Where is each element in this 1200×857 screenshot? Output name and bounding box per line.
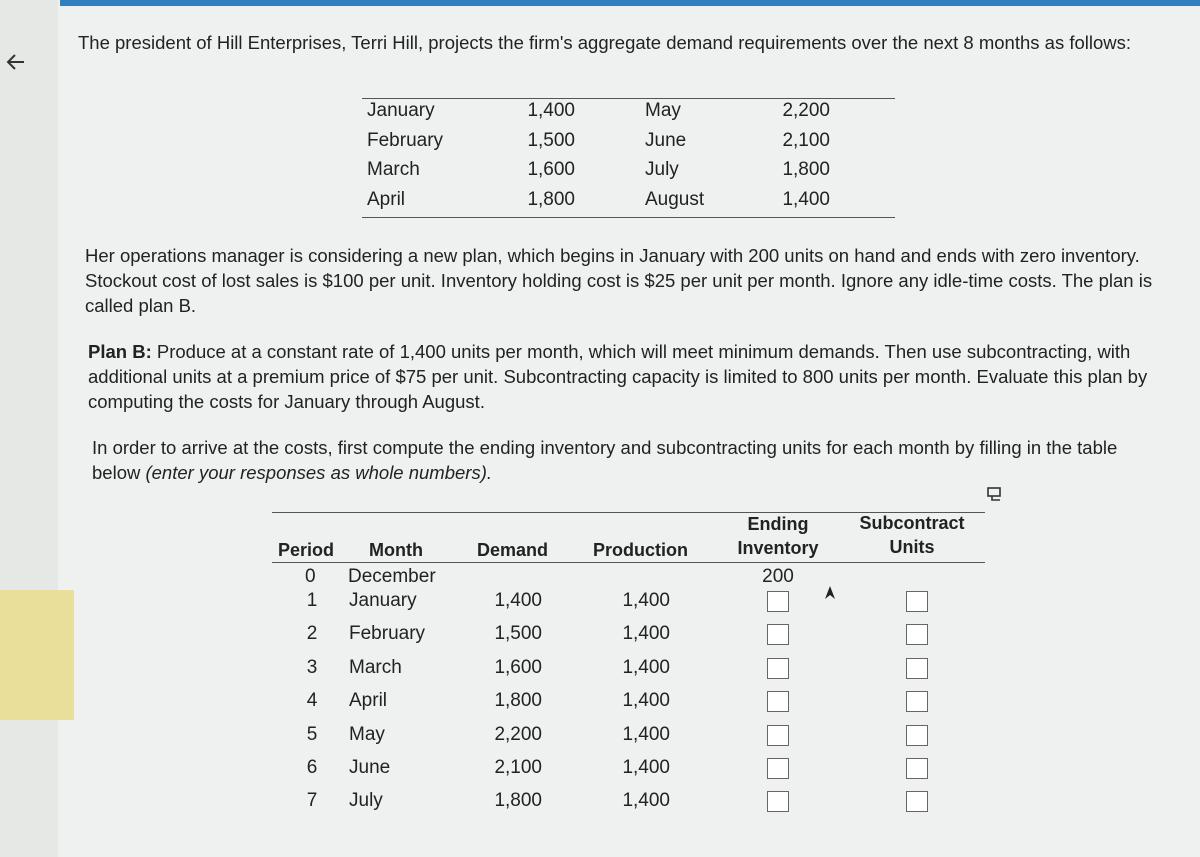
table-rule	[362, 98, 895, 99]
month: April	[349, 690, 388, 711]
month: July	[349, 790, 383, 811]
sidebar	[0, 0, 58, 857]
demand: 1,400	[782, 189, 830, 210]
subcontract-input[interactable]	[906, 624, 928, 645]
header-line: Ending	[747, 514, 809, 534]
month: May	[349, 724, 385, 745]
ending-inventory-input[interactable]	[767, 591, 789, 612]
expand-icon[interactable]	[986, 486, 1004, 502]
month: June	[645, 130, 687, 151]
production: 1,400	[622, 757, 670, 778]
demand: 1,800	[494, 690, 542, 711]
header: Period	[278, 540, 335, 560]
sidebar-highlight	[0, 590, 74, 720]
ending-inventory-input[interactable]	[767, 725, 789, 746]
month: March	[349, 657, 402, 678]
table-rule	[272, 512, 985, 513]
production: 1,400	[622, 623, 670, 644]
subcontract-input[interactable]	[906, 791, 928, 812]
month: February	[349, 623, 426, 644]
period: 5	[306, 724, 318, 745]
header-line: Inventory	[737, 538, 819, 558]
plan-b-text: Produce at a constant rate of 1,400 unit…	[88, 341, 1148, 412]
header: Demand	[477, 540, 549, 560]
demand: 2,200	[494, 724, 542, 745]
month: July	[645, 159, 679, 180]
cursor	[825, 586, 835, 599]
production: 1,400	[622, 690, 670, 711]
demand: 1,800	[527, 189, 575, 210]
demand: 1,800	[782, 159, 830, 180]
plan-b: Plan B: Produce at a constant rate of 1,…	[88, 339, 1148, 414]
header: Month	[369, 540, 423, 560]
instruction-note: (enter your responses as whole numbers).	[145, 462, 493, 483]
table-rule	[272, 562, 985, 563]
demand: 1,400	[527, 100, 575, 121]
period: 6	[306, 757, 318, 778]
ending-inventory-input[interactable]	[767, 691, 789, 712]
period: 3	[306, 657, 318, 678]
demand: 1,500	[527, 130, 575, 151]
demand: 1,600	[494, 657, 542, 678]
plan-b-label: Plan B:	[88, 341, 152, 362]
production: 1,400	[622, 724, 670, 745]
instruction: In order to arrive at the costs, first c…	[92, 435, 1162, 485]
period: 7	[306, 790, 318, 811]
header-line: Subcontract	[859, 513, 965, 533]
demand: 1,400	[494, 590, 542, 611]
demand: 2,200	[782, 100, 830, 121]
demand: 1,500	[494, 623, 542, 644]
instruction-text: In order to arrive at the costs, first c…	[92, 437, 1118, 483]
period: 0	[305, 566, 316, 587]
ending-inventory: 200	[762, 566, 794, 587]
subcontract-input[interactable]	[906, 591, 928, 612]
demand: 1,800	[494, 790, 542, 811]
ending-inventory-input[interactable]	[767, 658, 789, 679]
month: May	[645, 100, 681, 121]
month: January	[349, 590, 417, 611]
production: 1,400	[622, 657, 670, 678]
back-arrow[interactable]	[4, 50, 28, 74]
period: 4	[306, 690, 318, 711]
subcontract-input[interactable]	[906, 658, 928, 679]
month: February	[367, 130, 444, 151]
top-bar	[60, 0, 1200, 6]
month: January	[367, 100, 435, 121]
production: 1,400	[622, 590, 670, 611]
month: December	[348, 566, 436, 587]
ending-inventory-input[interactable]	[767, 791, 789, 812]
month: April	[367, 189, 406, 210]
subcontract-input[interactable]	[906, 758, 928, 779]
header: Ending Inventory	[728, 512, 828, 560]
month: June	[349, 757, 391, 778]
period: 1	[306, 590, 318, 611]
period: 2	[306, 623, 318, 644]
demand: 1,600	[527, 159, 575, 180]
intro: The president of Hill Enterprises, Terri…	[78, 32, 1132, 53]
month: August	[645, 189, 705, 210]
production: 1,400	[622, 790, 670, 811]
demand: 2,100	[494, 757, 542, 778]
month: March	[367, 159, 420, 180]
header: Production	[593, 540, 688, 560]
subcontract-input[interactable]	[906, 725, 928, 746]
ending-inventory-input[interactable]	[767, 758, 789, 779]
table-rule	[362, 217, 895, 218]
demand: 2,100	[782, 130, 830, 151]
ending-inventory-input[interactable]	[767, 624, 789, 645]
plan-intro: Her operations manager is considering a …	[85, 245, 1153, 316]
subcontract-input[interactable]	[906, 691, 928, 712]
header-line: Units	[889, 537, 935, 557]
header: Subcontract Units	[852, 511, 972, 559]
